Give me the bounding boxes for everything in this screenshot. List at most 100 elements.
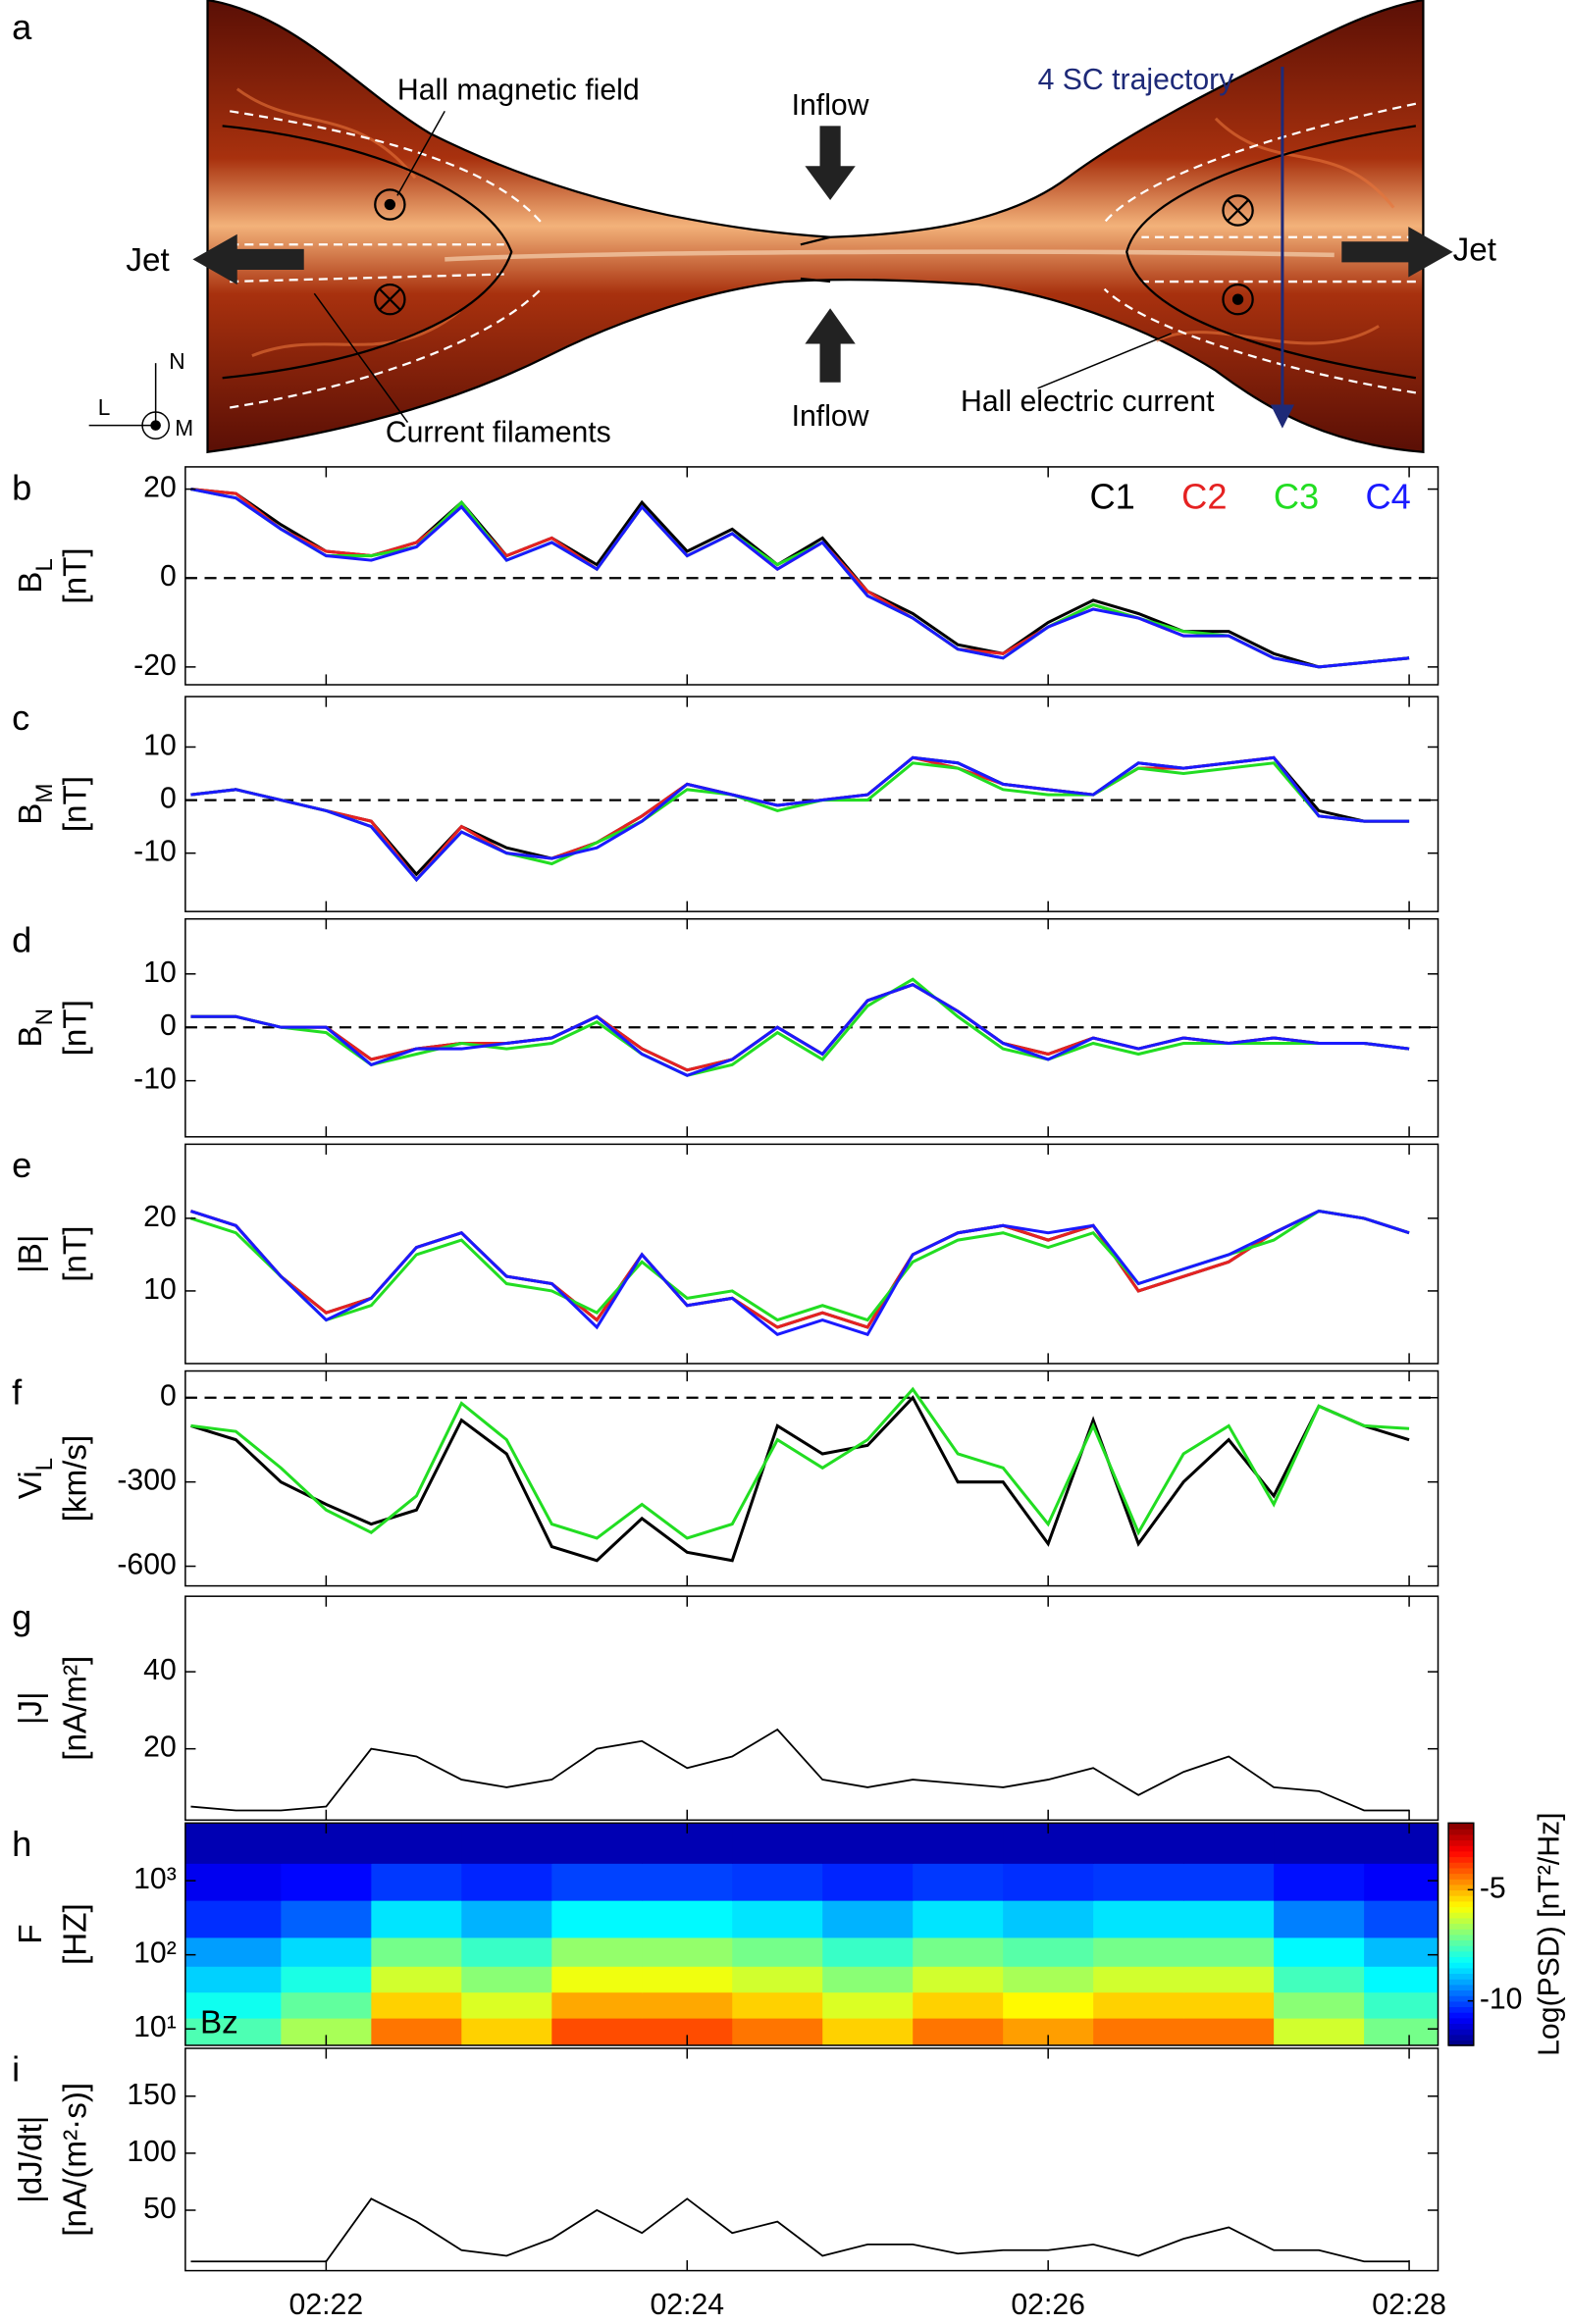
colorbar-step	[1448, 1950, 1474, 1958]
heatmap-cell	[1003, 1899, 1094, 1938]
axes-frame	[184, 1595, 1439, 1822]
y-axis-label: BM	[13, 783, 58, 824]
series-line	[190, 1395, 1410, 1563]
series-line	[190, 982, 1410, 1077]
y-axis-unit: [nA/(m²·s)]	[57, 2083, 93, 2237]
colorbar-step	[1448, 1961, 1474, 1969]
colorbar-step	[1448, 1900, 1474, 1908]
y-tick-label: 40	[143, 1654, 177, 1686]
plot-area	[189, 1209, 1410, 1337]
heatmap-cell	[1093, 1991, 1184, 2019]
heatmap-cell	[184, 1937, 283, 1967]
colorbar-step	[1448, 1967, 1474, 1975]
heatmap-cell	[1183, 1937, 1275, 1967]
y-label-main: B	[13, 1025, 49, 1047]
y-tick-label: -10	[133, 1063, 177, 1096]
colorbar-step	[1448, 2028, 1474, 2036]
heatmap-cell	[1364, 1966, 1439, 1993]
colorbar-step	[1448, 1894, 1474, 1902]
panel-f: f ViL [km/s] -600 -300 0	[12, 1369, 1439, 1587]
heatmap-cell	[184, 1991, 283, 2019]
colorbar-step	[1448, 1973, 1474, 1980]
heatmap-cell	[461, 1863, 553, 1901]
heatmap-cell	[371, 2017, 463, 2045]
y-tick-label: -10	[133, 836, 177, 868]
heatmap-cell	[281, 1991, 373, 2019]
heatmap-cell	[732, 1937, 823, 1967]
heatmap-cell	[281, 1899, 373, 1938]
heatmap-cell	[732, 1823, 823, 1864]
heatmap-cell	[184, 1823, 283, 1864]
colorbar-step	[1448, 1906, 1474, 1913]
colorbar-step	[1448, 1917, 1474, 1925]
label: Hall electric current	[961, 386, 1215, 418]
heatmap-cell	[822, 1966, 914, 1993]
heatmap-cell	[913, 1991, 1004, 2019]
plot-area	[190, 2197, 1410, 2263]
heatmap-cell	[1093, 1823, 1184, 1864]
y-tick-label: 10²	[133, 1937, 177, 1970]
panel-letter: e	[12, 1145, 31, 1185]
y-axis-unit: [nT]	[57, 1000, 93, 1056]
colorbar-step	[1448, 1878, 1474, 1885]
heatmap-cell	[461, 1966, 553, 1993]
axes-frame	[184, 466, 1439, 686]
y-axis-label: BN	[13, 1008, 58, 1048]
heatmap-cell	[371, 1863, 463, 1901]
heatmap-cell	[551, 2017, 644, 2045]
y-axis-unit: [nT]	[57, 776, 93, 832]
y-axis-label: |J|	[13, 1691, 49, 1725]
colorbar-step	[1448, 1850, 1474, 1858]
heatmap-cell	[371, 1991, 463, 2019]
y-tick-label: 20	[143, 1201, 177, 1233]
heatmap-cell	[551, 1823, 644, 1864]
y-label-main: |dJ/dt|	[13, 2116, 49, 2203]
y-label-sub: L	[31, 1458, 58, 1471]
texture	[236, 87, 1395, 358]
heatmap-cell	[551, 1966, 644, 1993]
colorbar-step	[1448, 2040, 1474, 2046]
colorbar-step	[1448, 1839, 1474, 1846]
panel-letter: a	[12, 7, 32, 47]
heatmap-cell	[732, 1991, 823, 2019]
series-line	[190, 761, 1410, 882]
colorbar-step	[1448, 1884, 1474, 1891]
axes-frame	[184, 1369, 1439, 1587]
heatmap-cell	[1274, 1966, 1365, 1993]
colorbar-step	[1448, 1989, 1474, 1996]
y-tick-label: 10³	[133, 1863, 177, 1895]
heatmap-cell	[371, 1966, 463, 1993]
axes-frame	[184, 1143, 1439, 1365]
heatmap-cell	[1274, 1823, 1365, 1864]
heatmap-cell	[1183, 1863, 1275, 1901]
heatmap-cell	[642, 1991, 734, 2019]
heatmap-cell	[913, 1966, 1004, 1993]
colorbar-step	[1448, 1928, 1474, 1936]
colorbar-step	[1448, 1978, 1474, 1986]
heatmap-cell	[1274, 1937, 1365, 1967]
y-label-sub: M	[31, 783, 58, 802]
y-tick-label: -300	[117, 1465, 176, 1497]
colorbar-step	[1448, 2034, 1474, 2041]
heatmap-cell	[281, 1966, 373, 1993]
heatmap-cell	[551, 1899, 644, 1938]
heatmap-cell	[1003, 1966, 1094, 1993]
y-tick-label: 10	[143, 1273, 177, 1306]
out-of-plane-symbols	[374, 188, 1254, 316]
colorbar-step	[1448, 1923, 1474, 1930]
axes-frame	[184, 696, 1439, 912]
heatmap-cell	[184, 1899, 283, 1938]
y-axis-label: |dJ/dt|	[13, 2116, 49, 2203]
heatmap-cell	[1093, 1937, 1184, 1967]
heatmap-cell	[1274, 1991, 1365, 2019]
colorbar-step	[1448, 1856, 1474, 1863]
heatmap-cell	[1093, 2017, 1184, 2045]
heatmap-cell	[1364, 2017, 1439, 2045]
heatmap-cell	[184, 1863, 283, 1901]
heatmap-cell	[822, 1823, 914, 1864]
plot-area	[184, 977, 1439, 1077]
heatmap-cell	[461, 2017, 553, 2045]
heatmap-cell	[1183, 2017, 1275, 2045]
heatmap-cell	[913, 2017, 1004, 2045]
colorbar-step	[1448, 1867, 1474, 1875]
